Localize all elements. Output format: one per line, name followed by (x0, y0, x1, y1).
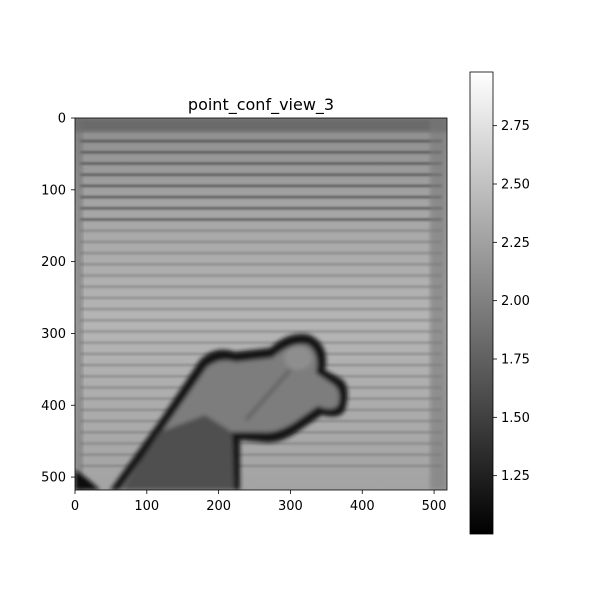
stripe (80, 319, 442, 322)
colorbar-tick-label: 2.75 (501, 119, 530, 134)
stripe (80, 140, 442, 143)
right-dark-band (430, 118, 447, 490)
colorbar-tick-label: 1.50 (501, 411, 530, 426)
y-tick-label: 400 (41, 399, 66, 414)
y-tick-label: 500 (41, 471, 66, 486)
y-tick-label: 0 (58, 112, 66, 127)
y-tick-label: 300 (41, 327, 66, 342)
x-tick-label: 500 (422, 499, 447, 514)
stripe (80, 162, 442, 165)
colorbar-tick-label: 1.75 (501, 353, 530, 368)
x-tick-label: 400 (350, 499, 375, 514)
stripe (80, 196, 442, 199)
y-tick-label: 200 (41, 255, 66, 270)
forearm (122, 415, 234, 490)
y-axis: 0 100 200 300 400 500 (41, 112, 75, 486)
stripe (80, 464, 442, 467)
x-tick-label: 0 (71, 499, 79, 514)
plot-frame (74, 117, 448, 491)
colorbar-axis: 1.25 1.50 1.75 2.00 2.25 2.50 2.75 (493, 119, 530, 484)
stripe (80, 285, 442, 288)
hand-region (110, 333, 348, 490)
stripe (80, 240, 442, 243)
x-tick-label: 100 (134, 499, 159, 514)
colorbar-tick-label: 2.25 (501, 236, 530, 251)
x-axis: 0 100 200 300 400 500 (71, 490, 447, 514)
stripe (80, 229, 442, 232)
stripe (80, 453, 442, 456)
stripe (80, 218, 442, 221)
heatmap-image (75, 118, 447, 490)
colorbar-tick-label: 1.25 (501, 469, 530, 484)
stripe (80, 274, 442, 277)
top-dark-band (75, 118, 447, 132)
y-tick-label: 100 (41, 183, 66, 198)
stripe (80, 151, 442, 154)
stripe (80, 263, 442, 266)
x-tick-label: 200 (206, 499, 231, 514)
stripe (80, 184, 442, 187)
chart-title: point_conf_view_3 (188, 95, 334, 115)
stripe (80, 308, 442, 311)
stripe (80, 252, 442, 255)
stripe (80, 341, 442, 344)
stripe (80, 296, 442, 299)
colorbar (469, 71, 494, 535)
left-dark-band (75, 118, 83, 490)
stripe (80, 207, 442, 210)
stripe (80, 330, 442, 333)
thumb-highlight (284, 346, 312, 370)
colorbar-tick-label: 2.00 (501, 294, 530, 309)
x-tick-label: 300 (278, 499, 303, 514)
finger-crease (244, 369, 292, 421)
stripe (80, 173, 442, 176)
bottom-left-dark (75, 470, 100, 490)
colorbar-tick-label: 2.50 (501, 178, 530, 193)
stripe (80, 442, 442, 445)
